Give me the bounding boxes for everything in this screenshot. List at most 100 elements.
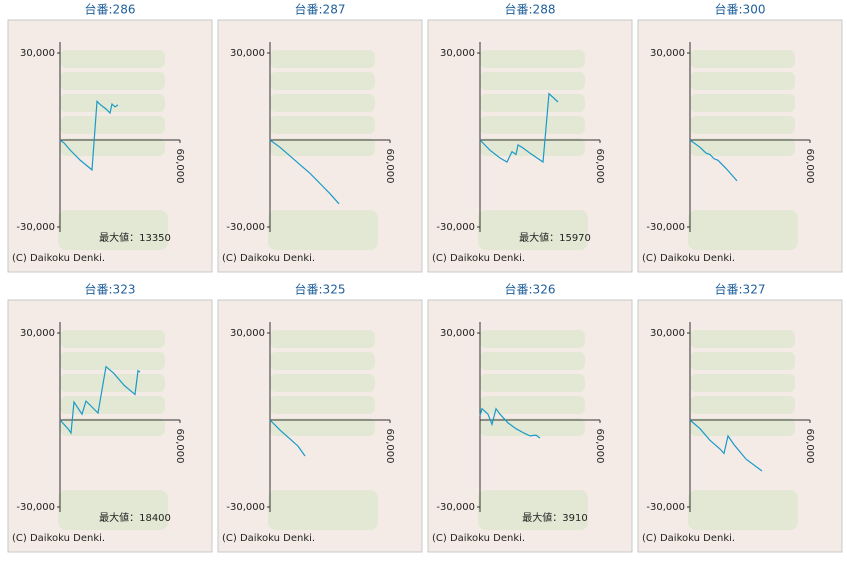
copyright: (C) Daikoku Denki. [432, 253, 525, 264]
decoration [270, 352, 375, 370]
y-tick-label: 30,000 [20, 328, 55, 339]
decoration [480, 50, 585, 68]
y-tick-label: -30,000 [436, 222, 475, 233]
decoration [688, 210, 798, 250]
decoration [270, 418, 375, 436]
chart-title: 台番:325 [295, 282, 346, 297]
decoration [480, 116, 585, 134]
decoration [270, 330, 375, 348]
max-annotation: 最大値：18400 [99, 511, 171, 524]
copyright: (C) Daikoku Denki. [432, 533, 525, 544]
decoration [270, 116, 375, 134]
max-annotation: 最大値：3910 [522, 511, 587, 524]
decoration [480, 396, 585, 414]
x-tick-label: 60,000 [804, 149, 815, 184]
decoration [478, 490, 588, 530]
series-line [269, 419, 306, 457]
decoration [480, 418, 585, 436]
y-tick-label: -30,000 [436, 502, 475, 513]
decoration [478, 210, 588, 250]
chart-title: 台番:327 [715, 282, 766, 297]
decoration [60, 50, 165, 68]
decoration [270, 374, 375, 392]
decoration [690, 116, 795, 134]
max-annotation: 最大値：13350 [99, 231, 171, 244]
x-tick-label: 60,000 [384, 149, 395, 184]
decoration [60, 94, 165, 112]
decoration [58, 490, 168, 530]
series-line [59, 365, 141, 435]
decoration [690, 50, 795, 68]
decoration [690, 138, 795, 156]
copyright: (C) Daikoku Denki. [12, 253, 105, 264]
y-tick-label: 30,000 [650, 48, 685, 59]
copyright: (C) Daikoku Denki. [642, 533, 735, 544]
x-tick-label: 60,000 [174, 429, 185, 464]
decoration [60, 396, 165, 414]
decoration [270, 50, 375, 68]
decoration [690, 330, 795, 348]
decoration [690, 352, 795, 370]
y-tick-label: -30,000 [16, 502, 55, 513]
decoration [58, 210, 168, 250]
series-line [479, 407, 541, 439]
decoration [270, 138, 375, 156]
decoration [60, 138, 165, 156]
decoration [690, 374, 795, 392]
y-tick-label: -30,000 [226, 222, 265, 233]
decoration [690, 396, 795, 414]
x-tick-label: 60,000 [384, 429, 395, 464]
y-tick-label: 30,000 [230, 328, 265, 339]
decoration [690, 418, 795, 436]
decoration [480, 330, 585, 348]
series-line [59, 99, 119, 172]
series-line [269, 139, 340, 205]
decoration [60, 116, 165, 134]
chart-title: 台番:288 [505, 2, 556, 17]
copyright: (C) Daikoku Denki. [12, 533, 105, 544]
decoration [480, 138, 585, 156]
y-tick-label: 30,000 [650, 328, 685, 339]
decoration [480, 72, 585, 90]
series-line [689, 139, 738, 182]
y-tick-label: 30,000 [440, 328, 475, 339]
chart-title: 台番:300 [715, 2, 766, 17]
series-line [689, 419, 763, 472]
copyright: (C) Daikoku Denki. [222, 253, 315, 264]
decoration [690, 72, 795, 90]
decoration [270, 94, 375, 112]
decoration [60, 330, 165, 348]
decoration [270, 72, 375, 90]
decoration [690, 94, 795, 112]
y-tick-label: -30,000 [646, 222, 685, 233]
x-tick-label: 60,000 [594, 149, 605, 184]
x-tick-label: 60,000 [594, 429, 605, 464]
decoration [60, 374, 165, 392]
copyright: (C) Daikoku Denki. [642, 253, 735, 264]
decoration [480, 352, 585, 370]
y-tick-label: 30,000 [440, 48, 475, 59]
x-tick-label: 60,000 [804, 429, 815, 464]
decoration [268, 490, 378, 530]
chart-title: 台番:323 [85, 282, 136, 297]
decoration [60, 352, 165, 370]
series-line [479, 92, 559, 164]
y-tick-label: 30,000 [230, 48, 265, 59]
decoration [688, 490, 798, 530]
max-annotation: 最大値：15970 [519, 231, 591, 244]
decoration [268, 210, 378, 250]
y-tick-label: -30,000 [226, 502, 265, 513]
decoration [60, 418, 165, 436]
decoration [270, 396, 375, 414]
chart-title: 台番:287 [295, 2, 346, 17]
decoration [60, 72, 165, 90]
chart-title: 台番:286 [85, 2, 136, 17]
decoration [480, 94, 585, 112]
decoration [480, 374, 585, 392]
chart-title: 台番:326 [505, 282, 556, 297]
x-tick-label: 60,000 [174, 149, 185, 184]
y-tick-label: -30,000 [16, 222, 55, 233]
copyright: (C) Daikoku Denki. [222, 533, 315, 544]
y-tick-label: 30,000 [20, 48, 55, 59]
